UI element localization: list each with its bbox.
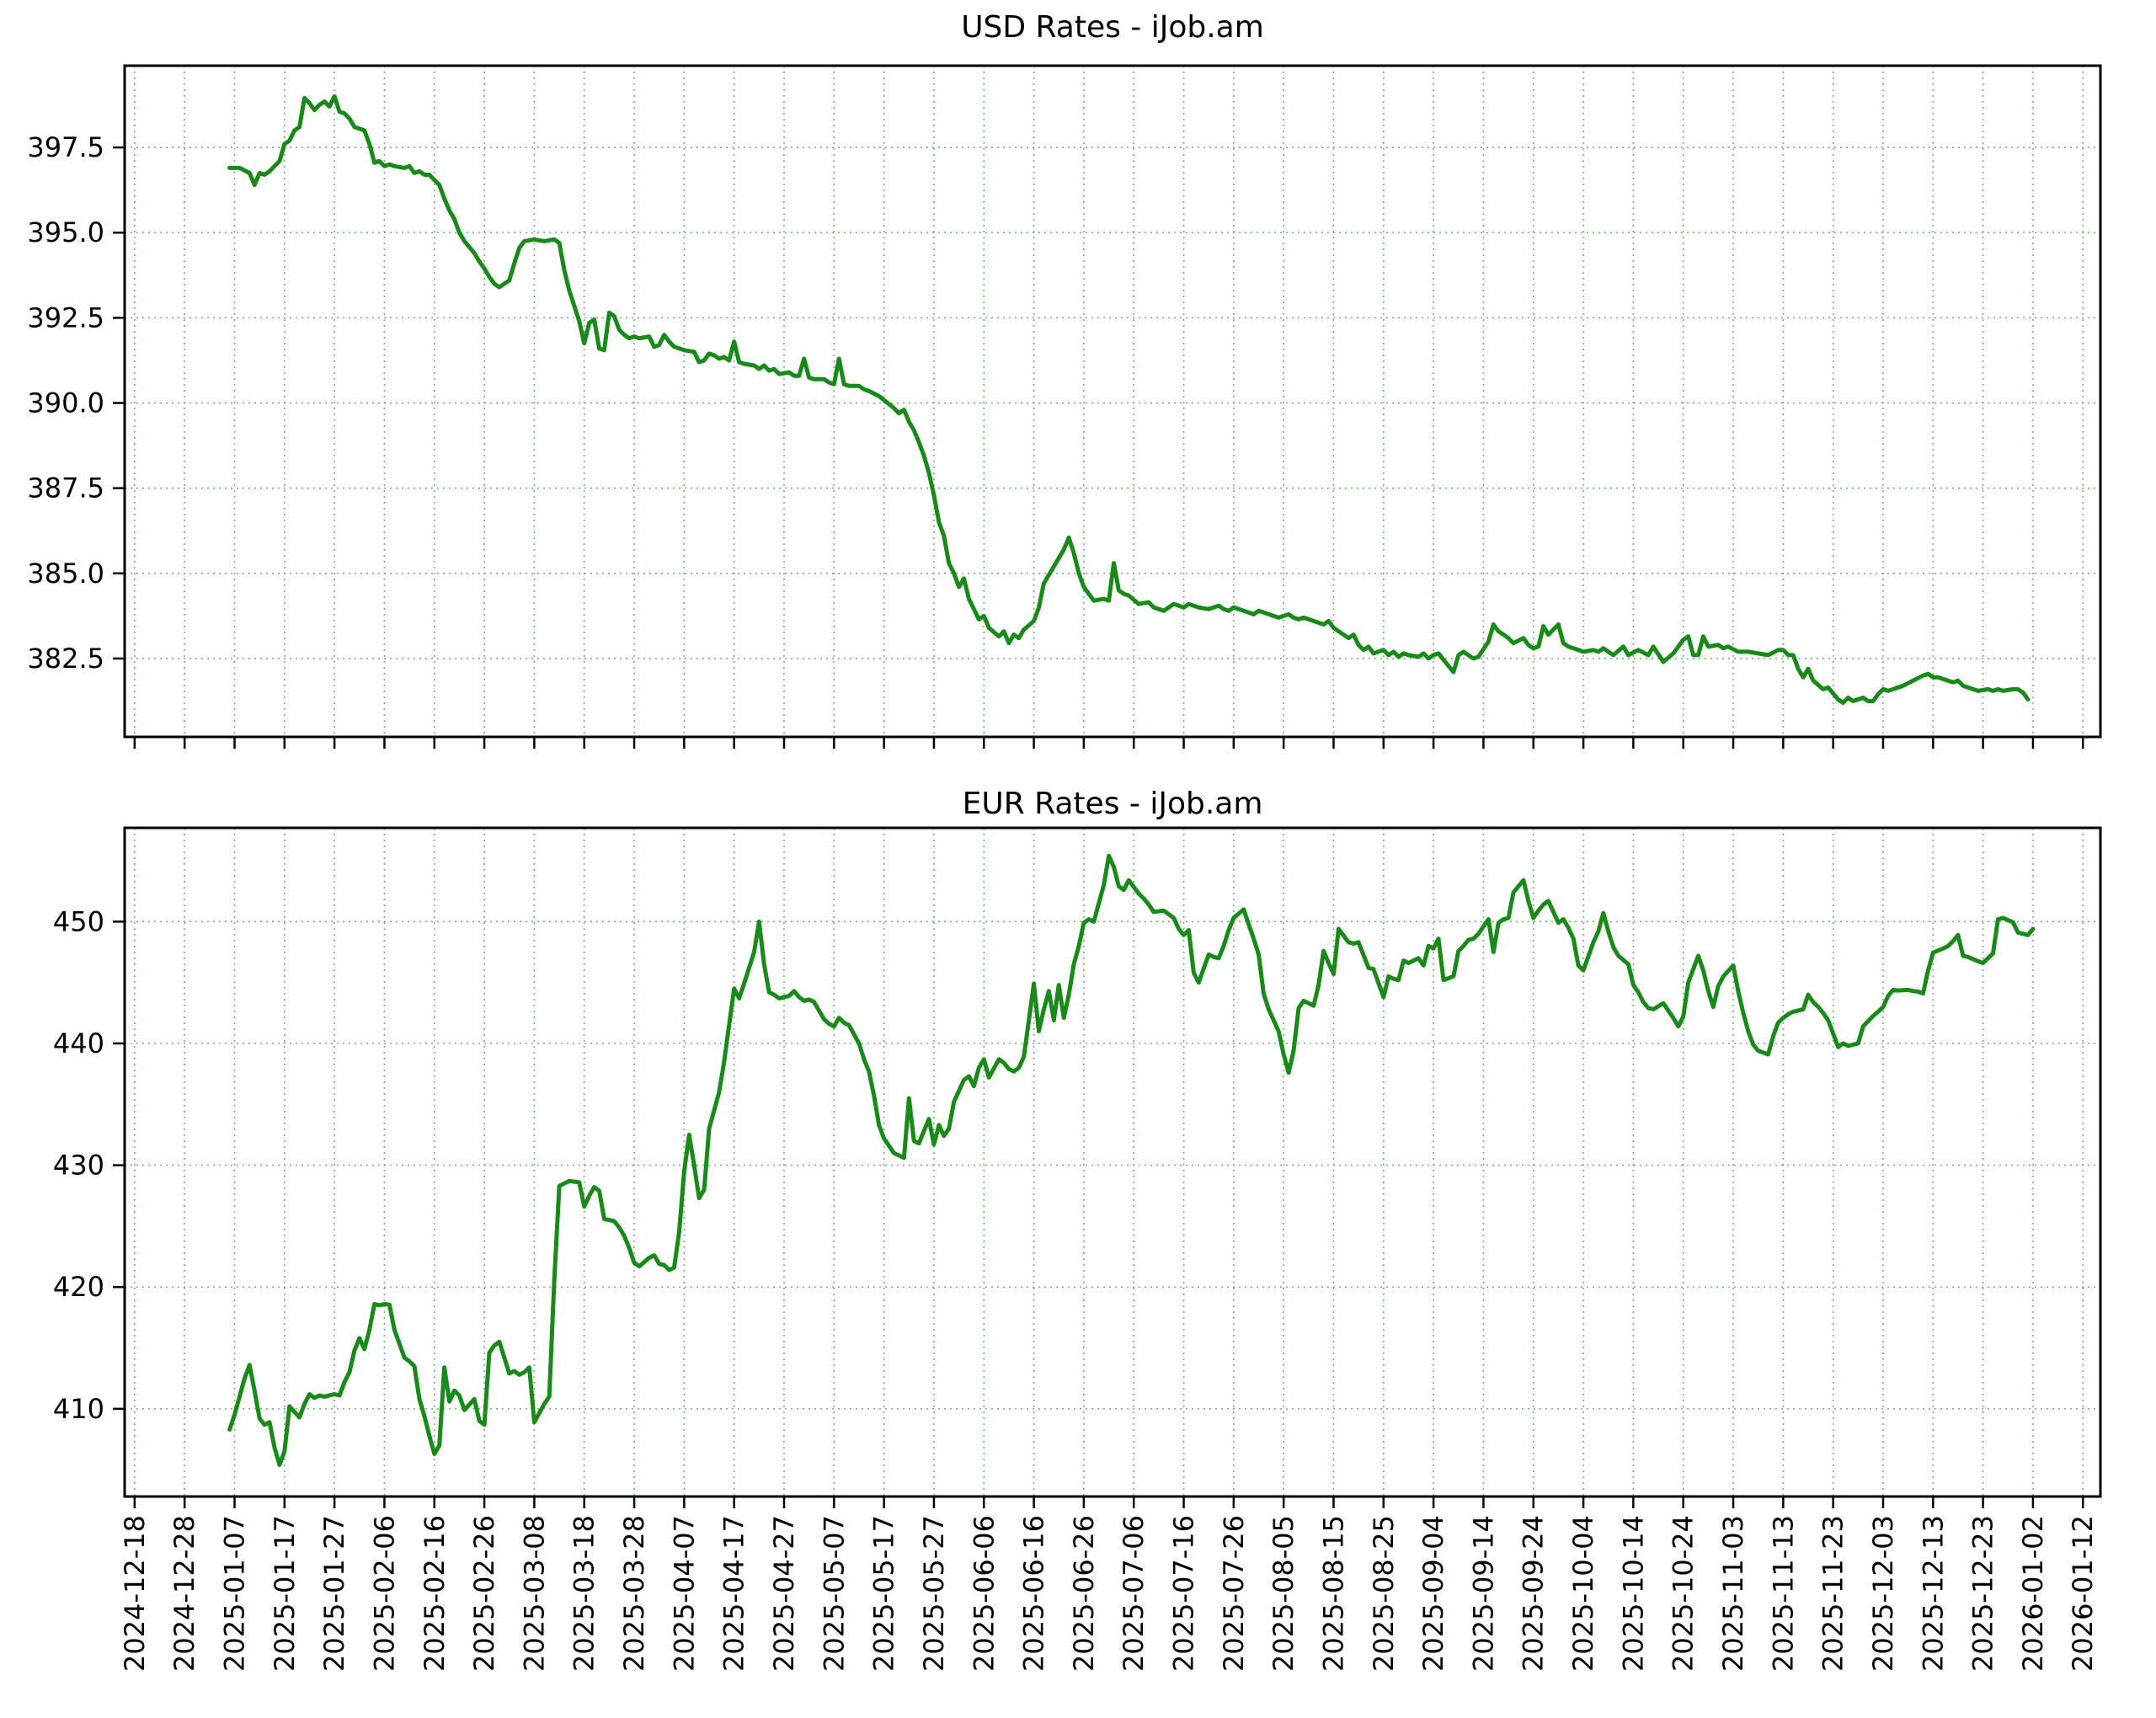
x-tick-label: 2025-04-07: [668, 1515, 700, 1672]
x-tick-label: 2025-06-06: [968, 1515, 1000, 1672]
x-tick-label: 2025-04-27: [768, 1515, 800, 1672]
usd-chart-plot: 382.5 385.0 387.5 390.0 392.5 395.0 397.5: [27, 64, 2102, 749]
y-tick-label: 440: [53, 1027, 104, 1059]
x-tick-label: 2025-03-28: [618, 1515, 650, 1672]
eur-chart-title: EUR Rates - iJob.am: [963, 787, 1263, 821]
y-tick-label: 450: [53, 905, 104, 937]
x-tick-label: 2025-03-08: [518, 1515, 550, 1672]
x-tick-label: 2025-01-07: [218, 1515, 250, 1672]
x-tick-label: 2025-11-13: [1767, 1515, 1799, 1672]
x-tick-label: 2025-05-07: [818, 1515, 850, 1672]
y-tick-label: 397.5: [27, 131, 104, 163]
x-tick-label: 2025-04-17: [718, 1515, 750, 1672]
x-tick-label: 2025-01-17: [269, 1515, 301, 1672]
y-tick-label: 390.0: [27, 387, 104, 419]
x-tick-label: 2025-09-04: [1417, 1515, 1449, 1672]
x-tick-label: 2024-12-18: [119, 1515, 151, 1672]
plot-box: [123, 826, 2102, 1498]
x-tick-label: 2025-06-26: [1068, 1515, 1100, 1672]
x-tick-label: 2025-11-03: [1717, 1515, 1749, 1672]
x-tick-label: 2025-10-14: [1617, 1515, 1649, 1672]
y-tick-label: 420: [53, 1271, 104, 1303]
x-tick-label: 2025-09-14: [1467, 1515, 1499, 1672]
x-tick-label: 2025-11-23: [1817, 1515, 1849, 1672]
x-tick-label: 2025-02-26: [468, 1515, 500, 1672]
usd-rate-line: [227, 93, 2031, 705]
x-tick-label: 2025-05-27: [918, 1515, 950, 1672]
x-tick-label: 2025-12-23: [1967, 1515, 1999, 1672]
x-tick-label: 2025-09-24: [1518, 1515, 1550, 1672]
y-tick-label: 430: [53, 1150, 104, 1182]
y-tick-label: 385.0: [27, 558, 104, 590]
x-tick-label: 2026-01-02: [2017, 1515, 2049, 1672]
x-tick-label: 2025-02-06: [368, 1515, 400, 1672]
y-tick-label: 392.5: [27, 301, 104, 333]
x-tick-label: 2025-08-25: [1368, 1515, 1400, 1672]
y-tick-label: 410: [53, 1393, 104, 1425]
x-tick-label: 2025-10-24: [1668, 1515, 1700, 1672]
x-tick-label: 2025-03-18: [568, 1515, 600, 1672]
x-tick-label: 2025-07-26: [1218, 1515, 1250, 1672]
x-tick-label: 2025-02-16: [419, 1515, 451, 1672]
x-tick-label: 2026-01-12: [2067, 1515, 2099, 1672]
y-tick-label: 395.0: [27, 216, 104, 248]
x-tick-label: 2025-01-27: [318, 1515, 350, 1672]
x-tick-label: 2025-05-17: [868, 1515, 900, 1672]
x-tick-label: 2025-06-16: [1018, 1515, 1050, 1672]
eur-rate-line: [227, 853, 2036, 1467]
x-tick-label: 2025-08-05: [1267, 1515, 1299, 1672]
x-tick-label: 2025-07-16: [1168, 1515, 1200, 1672]
x-tick-label: 2025-10-04: [1567, 1515, 1599, 1672]
x-tick-label: 2025-07-06: [1118, 1515, 1150, 1672]
x-tick-label: 2025-08-15: [1317, 1515, 1349, 1672]
plot-box: [123, 64, 2102, 739]
usd-chart-title: USD Rates - iJob.am: [961, 10, 1264, 45]
x-tick-label: 2024-12-28: [168, 1515, 200, 1672]
y-tick-label: 382.5: [27, 643, 104, 675]
y-tick-label: 387.5: [27, 472, 104, 504]
eur-chart-plot: 2024-12-18 2024-12-28 2025-01-07 2025-01-17…: [53, 826, 2102, 1672]
x-tick-label: 2025-12-13: [1917, 1515, 1949, 1672]
x-tick-label: 2025-12-03: [1867, 1515, 1899, 1672]
